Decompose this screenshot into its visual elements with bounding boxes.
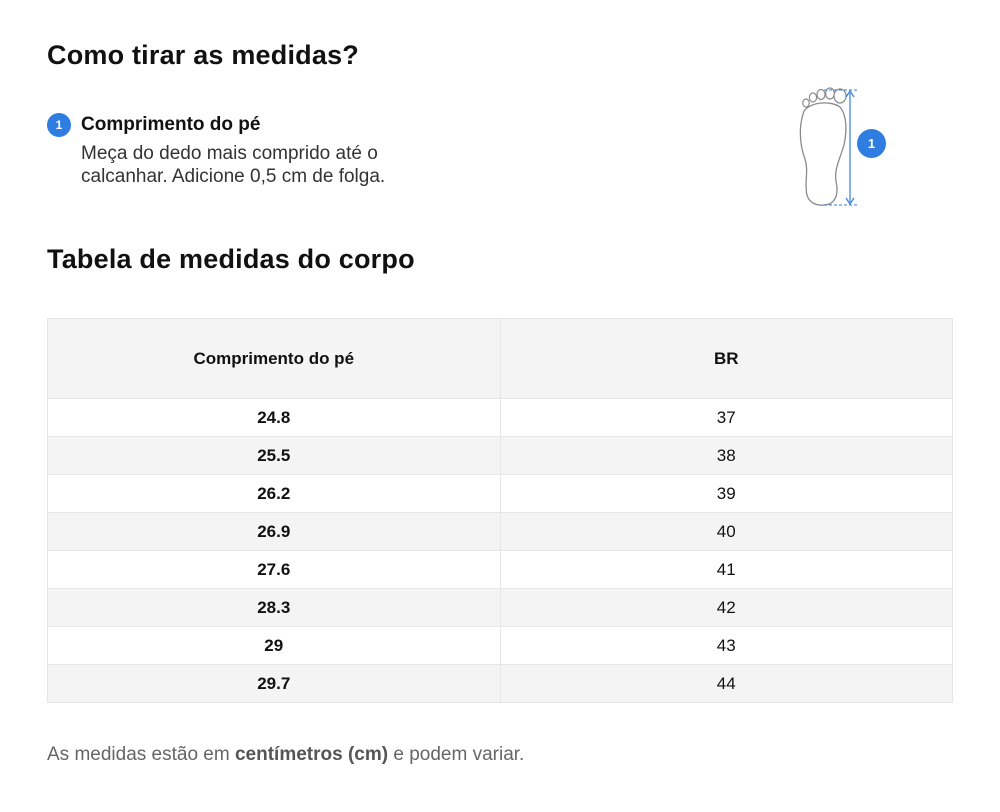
table-row: 26.2 39 (47, 474, 953, 513)
table-title: Tabela de medidas do corpo (47, 244, 415, 274)
br-size-cell: 43 (499, 626, 953, 665)
br-size-cell: 44 (499, 664, 953, 703)
table-row: 29.7 44 (47, 664, 953, 703)
foot-length-cell: 28.3 (47, 588, 501, 627)
figure-badge: 1 (857, 129, 886, 158)
br-size-cell: 38 (499, 436, 953, 475)
table-row: 26.9 40 (47, 512, 953, 551)
foot-length-cell: 29.7 (47, 664, 501, 703)
table-row: 25.5 38 (47, 436, 953, 475)
step-number-badge: 1 (47, 113, 71, 137)
note-prefix: As medidas estão em (47, 744, 235, 765)
step-description: Meça do dedo mais comprido até o calcanh… (81, 143, 386, 187)
br-size-cell: 37 (499, 398, 953, 437)
table-row: 29 43 (47, 626, 953, 665)
step-title: Comprimento do pé (81, 114, 261, 135)
foot-length-cell: 29 (47, 626, 501, 665)
table-header-row: Comprimento do pé BR (47, 318, 953, 399)
foot-length-cell: 24.8 (47, 398, 501, 437)
units-note: As medidas estão em centímetros (cm) e p… (47, 744, 524, 766)
foot-length-cell: 26.9 (47, 512, 501, 551)
br-size-cell: 41 (499, 550, 953, 589)
note-emphasis: centímetros (cm) (234, 744, 389, 765)
table-row: 24.8 37 (47, 398, 953, 437)
table-row: 28.3 42 (47, 588, 953, 627)
foot-length-cell: 25.5 (47, 436, 501, 475)
note-suffix: e podem variar. (388, 744, 525, 765)
table-row: 27.6 41 (47, 550, 953, 589)
foot-length-cell: 27.6 (47, 550, 501, 589)
size-table: Comprimento do pé BR 24.8 37 25.5 38 26.… (47, 318, 953, 703)
br-size-cell: 39 (499, 474, 953, 513)
br-size-cell: 42 (499, 588, 953, 627)
foot-length-cell: 26.2 (47, 474, 501, 513)
foot-outline-icon (799, 87, 858, 206)
header-br: BR (499, 318, 953, 399)
header-foot-length: Comprimento do pé (47, 318, 501, 399)
page-title: Como tirar as medidas? (47, 40, 359, 70)
br-size-cell: 40 (499, 512, 953, 551)
